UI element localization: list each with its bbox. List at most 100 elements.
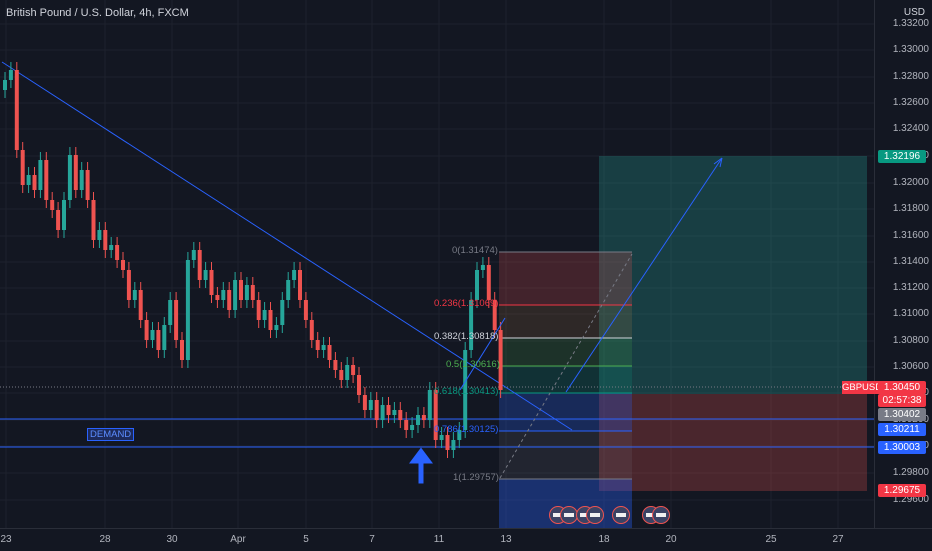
- candle-body: [239, 280, 243, 300]
- candle-body: [168, 300, 173, 325]
- candle-body: [197, 250, 202, 280]
- candle-body: [91, 200, 96, 240]
- price-tick: 1.33000: [892, 44, 929, 55]
- stop-price-tag: 1.29675: [878, 484, 926, 497]
- candle-body: [156, 330, 161, 350]
- candle-body: [215, 295, 220, 300]
- date-label: 28: [99, 534, 111, 545]
- symbol-title[interactable]: British Pound / U.S. Dollar, 4h, FXCM: [6, 7, 189, 19]
- countdown-tag: 02:57:38: [878, 394, 926, 407]
- candle-body: [475, 270, 479, 300]
- candle-body: [8, 70, 13, 80]
- date-label: 11: [433, 534, 445, 545]
- candle-body: [109, 245, 114, 250]
- candle-body: [132, 290, 137, 300]
- candle-body: [463, 350, 468, 430]
- date-label: 13: [500, 534, 512, 545]
- candle-body: [144, 320, 149, 340]
- us-flag-icon[interactable]: [612, 506, 630, 524]
- price-tick: 1.32000: [892, 177, 929, 188]
- us-flag-icon[interactable]: [586, 506, 604, 524]
- candle-body: [457, 430, 462, 440]
- fib-lines[interactable]: [499, 251, 632, 480]
- candle-body: [303, 300, 308, 320]
- candle-body: [250, 285, 255, 300]
- candle-body: [209, 270, 214, 295]
- price-tick: 1.31200: [892, 282, 929, 293]
- demand-label[interactable]: DEMAND: [87, 428, 135, 441]
- downtrend-line[interactable]: [1, 61, 573, 431]
- price-tick: 1.30800: [892, 335, 929, 346]
- price-tick: 1.32600: [892, 97, 929, 108]
- last-price-tag: 1.30402: [878, 408, 926, 421]
- candle-body: [427, 390, 432, 420]
- date-label: 23: [0, 534, 12, 545]
- price-tick: 1.31000: [892, 308, 929, 319]
- us-flag-icon[interactable]: [560, 506, 578, 524]
- candle-body: [362, 395, 367, 410]
- fib-zone-0: [499, 252, 632, 305]
- us-flag-icon[interactable]: [652, 506, 670, 524]
- candle-body: [191, 250, 196, 260]
- candle-body: [339, 370, 344, 380]
- candle-body: [439, 435, 444, 440]
- candle-body: [85, 170, 90, 200]
- candle-body: [410, 425, 415, 430]
- fib-level-label: 1(1.29757): [453, 472, 499, 483]
- loss-zone[interactable]: [599, 394, 867, 491]
- candle-body: [20, 150, 25, 185]
- projection-arrow-line[interactable]: [565, 157, 723, 393]
- candle-body: [174, 300, 179, 340]
- fib-level-label: 0.382(1.30818): [434, 331, 499, 342]
- candle-body: [227, 290, 232, 310]
- candle-body: [292, 270, 297, 280]
- fib-level-label: 0.786(1.30125): [434, 424, 499, 435]
- candle-body: [392, 410, 397, 415]
- candle-body: [404, 420, 409, 430]
- candle-body: [103, 230, 108, 250]
- candle-body: [115, 245, 120, 260]
- profit-zone[interactable]: [599, 156, 867, 394]
- up-arrow-icon: [409, 447, 433, 484]
- short-arrow-line: [459, 317, 506, 391]
- fib-level-label: 0.5(1.30616): [446, 359, 500, 370]
- candle-body: [56, 210, 61, 230]
- fib-zone-2: [499, 338, 632, 366]
- candle-body: [345, 365, 350, 380]
- candle-body: [126, 270, 131, 300]
- fib-trend-line: [499, 253, 633, 479]
- candle-body: [38, 160, 43, 190]
- candle-body: [433, 390, 438, 440]
- candle-body: [398, 410, 403, 420]
- candle-body: [368, 400, 373, 410]
- price-tick: 1.32800: [892, 71, 929, 82]
- candle-body: [256, 300, 261, 320]
- candle-body: [14, 70, 19, 150]
- candle-body: [498, 330, 503, 390]
- price-tick: 1.33200: [892, 18, 929, 29]
- candle-body: [3, 80, 7, 90]
- candle-body: [286, 280, 291, 300]
- candle-body: [138, 290, 143, 320]
- candle-body: [315, 340, 320, 350]
- candle-body: [162, 325, 167, 350]
- candle-body: [97, 230, 102, 240]
- fib-level-label: 0.236(1.31069): [434, 298, 499, 309]
- date-label: 5: [303, 534, 309, 545]
- date-label: 7: [369, 534, 375, 545]
- candle-body: [280, 300, 285, 325]
- level-b-tag: 1.30003: [878, 441, 926, 454]
- candle-body: [451, 440, 456, 450]
- date-axis[interactable]: 23 28 30 Apr 5 7 11 13 18 20 25 27: [0, 528, 932, 551]
- candle-body: [333, 360, 338, 370]
- price-tick: 1.30600: [892, 361, 929, 372]
- candle-body: [79, 170, 84, 190]
- date-label: Apr: [230, 534, 246, 545]
- candle-body: [62, 200, 66, 230]
- grid-lines: [0, 0, 874, 528]
- fib-zone-4: [499, 393, 632, 431]
- candle-body: [121, 260, 125, 270]
- candle-body: [492, 300, 497, 330]
- candle-body: [26, 175, 31, 185]
